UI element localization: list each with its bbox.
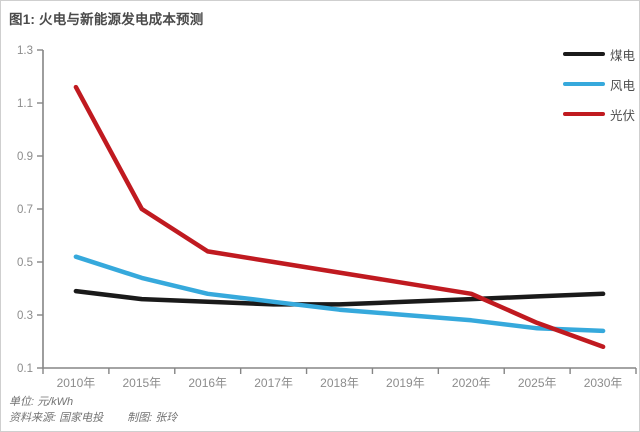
legend-label: 煤电 (610, 48, 636, 63)
credit-note: 制图: 张玲 (127, 412, 178, 424)
y-tick-label: 1.3 (17, 45, 33, 57)
x-tick-label: 2010年 (57, 376, 96, 390)
legend-label: 风电 (610, 78, 636, 93)
legend-swatch (563, 51, 605, 57)
legend-item-2: 光伏 (563, 99, 635, 129)
x-tick-label: 2015年 (122, 376, 161, 390)
y-tick-label: 0.1 (17, 363, 33, 375)
x-tick-label: 2017年 (254, 376, 293, 390)
series-line-2 (73, 84, 606, 350)
legend-item-1: 风电 (563, 69, 635, 99)
y-tick-label: 0.5 (17, 257, 33, 269)
footer-notes: 单位: 元/kWh 资料来源: 国家电投 制图: 张玲 (9, 394, 177, 426)
y-tick-label: 1.1 (17, 98, 33, 110)
x-tick-label: 2019年 (386, 376, 425, 390)
legend-item-0: 煤电 (563, 39, 635, 69)
source-note: 资料来源: 国家电投 (9, 412, 104, 424)
chart-title: 图1: 火电与新能源发电成本预测 (9, 12, 204, 27)
legend-swatch (563, 81, 605, 87)
y-tick-label: 0.3 (17, 310, 33, 322)
unit-note: 单位: 元/kWh (9, 396, 74, 408)
axis-lines (42, 50, 636, 369)
y-tick-label: 0.9 (17, 151, 33, 163)
x-tick-label: 2018年 (320, 376, 359, 390)
x-tick-label: 2016年 (188, 376, 227, 390)
legend-swatch (563, 111, 605, 117)
series-line-1 (73, 254, 606, 334)
x-tick-label: 2030年 (584, 376, 623, 390)
x-tick-label: 2025年 (518, 376, 557, 390)
y-tick-label: 0.7 (17, 204, 33, 216)
x-tick-label: 2020年 (452, 376, 491, 390)
series-line-0 (73, 288, 606, 307)
legend: 煤电 风电 光伏 (563, 39, 635, 129)
legend-label: 光伏 (610, 108, 636, 123)
